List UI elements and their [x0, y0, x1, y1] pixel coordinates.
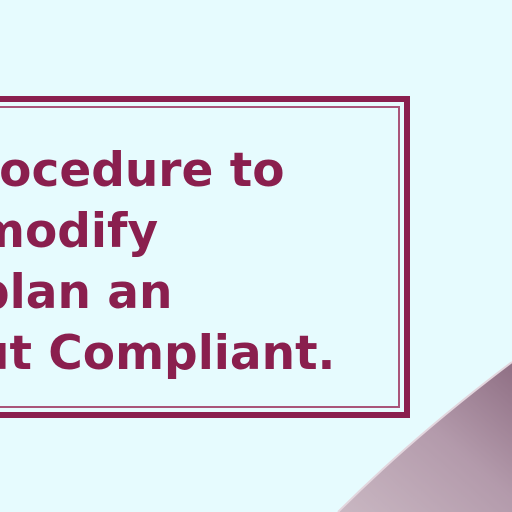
slide-text-line-1: rocedure to [0, 143, 285, 198]
slide-text-line-2: modify [0, 204, 159, 259]
text-box-inner-border [0, 106, 400, 408]
slide-text-line-3: plan an [0, 265, 173, 320]
slide-text-line-4: ut Compliant. [0, 326, 336, 381]
text-box-frame [0, 96, 410, 418]
slide-text: rocedure to modify plan an ut Compliant. [0, 140, 335, 384]
